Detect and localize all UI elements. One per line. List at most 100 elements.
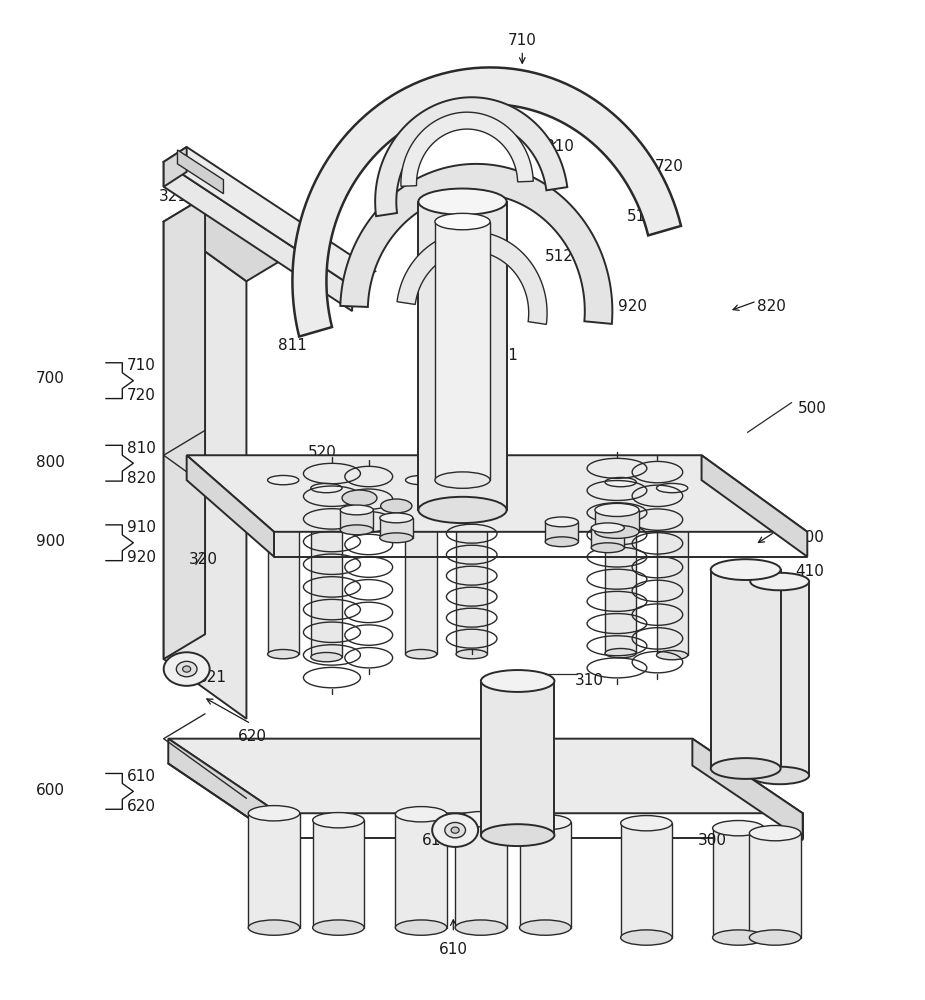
Polygon shape [313,820,364,928]
Ellipse shape [267,475,299,485]
Ellipse shape [456,480,487,490]
Ellipse shape [405,649,437,659]
Ellipse shape [481,670,554,692]
Text: 513: 513 [314,478,344,493]
Ellipse shape [164,652,210,686]
Text: 920: 920 [127,550,156,565]
Ellipse shape [395,920,447,935]
Ellipse shape [182,666,191,672]
Polygon shape [397,232,547,324]
Polygon shape [455,819,507,928]
Ellipse shape [621,816,672,831]
Text: 620: 620 [239,729,267,744]
Polygon shape [340,164,612,324]
Text: 910: 910 [127,520,156,535]
Polygon shape [456,485,487,654]
Ellipse shape [340,525,374,535]
Polygon shape [545,522,578,542]
Text: 710: 710 [508,33,536,48]
Polygon shape [164,197,288,281]
Text: 512: 512 [545,249,574,264]
Text: 811: 811 [278,338,307,353]
Ellipse shape [750,767,809,784]
Text: 810: 810 [127,441,155,456]
Ellipse shape [380,513,413,523]
Polygon shape [395,814,447,928]
Ellipse shape [545,517,578,527]
Polygon shape [520,822,571,928]
Polygon shape [692,739,803,840]
Text: 720: 720 [127,388,155,403]
Text: 800: 800 [36,455,65,470]
Polygon shape [481,681,554,835]
Text: 721: 721 [489,348,518,363]
Ellipse shape [311,652,342,662]
Ellipse shape [455,812,507,827]
Polygon shape [657,488,688,655]
Ellipse shape [591,543,624,553]
Polygon shape [340,510,374,530]
Ellipse shape [381,499,412,513]
Text: 910: 910 [393,130,422,145]
Polygon shape [311,488,342,657]
Ellipse shape [418,189,507,215]
Ellipse shape [248,920,300,935]
Polygon shape [164,147,376,286]
Polygon shape [187,455,808,532]
Ellipse shape [340,505,374,515]
Polygon shape [712,828,764,938]
Ellipse shape [267,649,299,659]
Polygon shape [750,582,809,775]
Ellipse shape [311,483,342,493]
Polygon shape [168,739,803,813]
Ellipse shape [621,930,672,945]
Ellipse shape [520,920,571,935]
Ellipse shape [481,824,554,846]
Ellipse shape [657,650,688,660]
Ellipse shape [432,813,478,847]
Ellipse shape [595,503,639,517]
Ellipse shape [545,537,578,547]
Polygon shape [605,482,636,653]
Ellipse shape [418,497,507,523]
Ellipse shape [591,523,624,533]
Text: 920: 920 [618,299,648,314]
Polygon shape [292,67,681,337]
Text: 520: 520 [308,445,338,460]
Ellipse shape [750,573,809,590]
Polygon shape [405,480,437,654]
Polygon shape [164,147,187,187]
Polygon shape [380,518,413,538]
Text: 311: 311 [636,475,665,490]
Text: 611: 611 [422,833,451,848]
Polygon shape [267,480,299,654]
Ellipse shape [405,475,437,485]
Text: 820: 820 [127,471,155,486]
Text: 400: 400 [796,530,824,545]
Text: 700: 700 [36,371,65,386]
Ellipse shape [451,827,459,833]
Polygon shape [595,510,639,532]
Text: 511: 511 [413,504,442,519]
Text: 711: 711 [314,249,343,264]
Text: 410: 410 [796,564,824,579]
Text: 510: 510 [627,209,656,224]
Ellipse shape [313,920,364,935]
Ellipse shape [712,930,764,945]
Polygon shape [164,222,246,719]
Ellipse shape [749,825,801,841]
Ellipse shape [435,213,490,230]
Ellipse shape [605,648,636,658]
Ellipse shape [435,472,490,488]
Text: 300: 300 [698,833,727,848]
Polygon shape [591,528,624,548]
Ellipse shape [342,490,377,506]
Text: 820: 820 [757,299,785,314]
Text: 530: 530 [551,532,580,547]
Ellipse shape [455,920,507,935]
Ellipse shape [395,807,447,822]
Ellipse shape [248,806,300,821]
Polygon shape [178,150,224,194]
Ellipse shape [657,483,688,493]
Ellipse shape [380,533,413,543]
